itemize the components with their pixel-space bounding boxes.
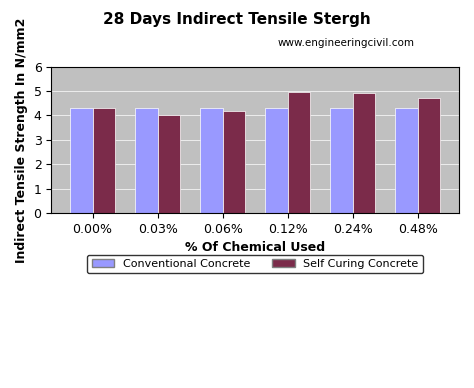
Bar: [92, 108, 115, 213]
Y-axis label: Indirect Tensile Strength In N/mm2: Indirect Tensile Strength In N/mm2: [15, 17, 28, 263]
Bar: [200, 108, 223, 213]
Bar: [265, 108, 288, 213]
Bar: [353, 94, 375, 213]
Bar: [395, 108, 418, 213]
Bar: [288, 92, 310, 213]
Bar: [157, 115, 181, 213]
Bar: [330, 108, 353, 213]
Bar: [70, 108, 92, 213]
Bar: [135, 108, 157, 213]
Bar: [223, 111, 246, 213]
Text: 28 Days Indirect Tensile Stergh: 28 Days Indirect Tensile Stergh: [103, 12, 371, 27]
Text: www.engineeringcivil.com: www.engineeringcivil.com: [277, 38, 415, 48]
Legend: Conventional Concrete, Self Curing Concrete: Conventional Concrete, Self Curing Concr…: [87, 255, 423, 274]
Bar: [418, 98, 440, 213]
X-axis label: % Of Chemical Used: % Of Chemical Used: [185, 241, 325, 255]
